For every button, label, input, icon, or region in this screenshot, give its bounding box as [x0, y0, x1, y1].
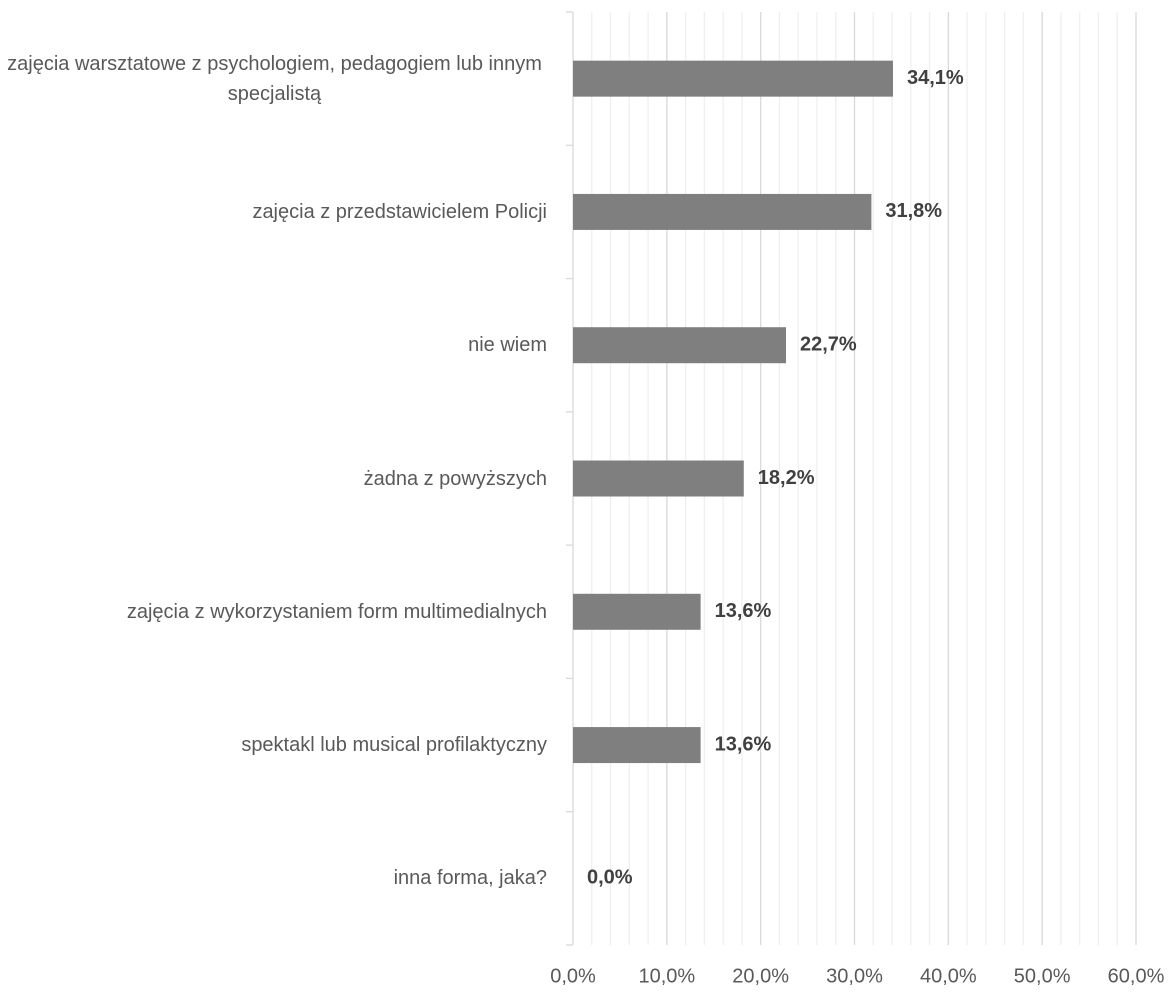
bar	[573, 460, 744, 497]
x-tick-label: 0,0%	[550, 965, 596, 987]
value-label: 13,6%	[715, 600, 772, 622]
category-label: zajęcia z wykorzystaniem form multimedia…	[126, 600, 547, 623]
x-tick-label: 10,0%	[638, 965, 695, 987]
x-tick-label: 40,0%	[920, 965, 977, 987]
value-label: 13,6%	[715, 733, 772, 755]
category-label: zajęcia z przedstawicielem Policji	[252, 200, 547, 223]
x-tick-label: 20,0%	[732, 965, 789, 987]
x-tick-label: 50,0%	[1014, 965, 1071, 987]
bar	[573, 727, 701, 764]
category-label: zajęcia warsztatowe z psychologiem, peda…	[7, 52, 542, 105]
value-label: 34,1%	[907, 67, 964, 89]
bar	[573, 60, 893, 97]
bar	[573, 593, 701, 630]
value-label: 18,2%	[758, 467, 815, 489]
category-label: nie wiem	[468, 334, 547, 357]
x-tick-label: 60,0%	[1108, 965, 1165, 987]
bar	[573, 327, 787, 364]
value-label: 0,0%	[587, 867, 633, 889]
value-label: 31,8%	[885, 200, 942, 222]
x-tick-label: 30,0%	[826, 965, 883, 987]
category-label: inna forma, jaka?	[393, 867, 547, 890]
value-label: 22,7%	[800, 333, 857, 355]
category-label: żadna z powyższych	[363, 467, 547, 490]
bar	[573, 193, 872, 230]
category-label: spektakl lub musical profilaktyczny	[241, 734, 547, 757]
